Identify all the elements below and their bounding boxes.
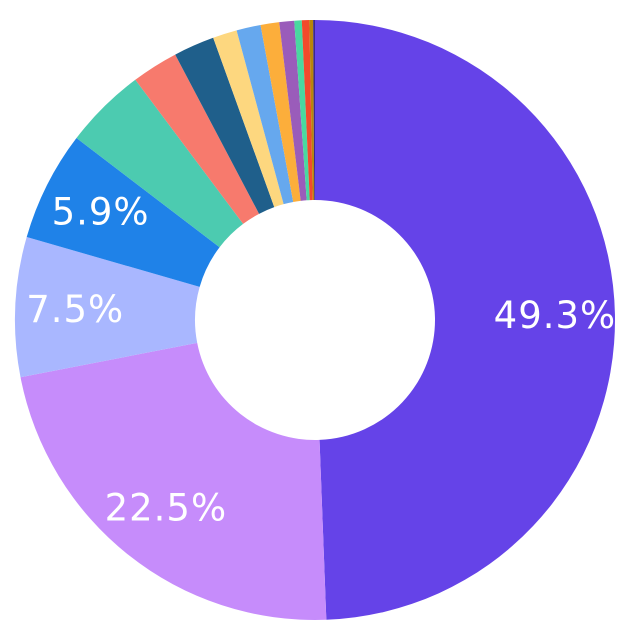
donut-slice-15 <box>313 20 315 201</box>
donut-slices <box>14 20 616 621</box>
donut-slice-9 <box>236 24 294 205</box>
donut-slice-14 <box>309 20 315 201</box>
slice-2-data-label: 22.5% <box>105 487 228 530</box>
donut-slice-8 <box>213 30 284 208</box>
donut-slice-2 <box>20 342 327 621</box>
slice-3-data-label: 7.5% <box>26 288 124 331</box>
donut-slice-5 <box>76 79 244 248</box>
donut-slice-3 <box>14 237 200 378</box>
donut-slice-13 <box>301 20 313 201</box>
donut-slice-11 <box>279 20 307 201</box>
donut-slice-12 <box>294 20 310 201</box>
donut-slice-4 <box>26 138 220 287</box>
slice-4-data-label: 5.9% <box>52 191 150 234</box>
donut-slice-1 <box>315 20 616 620</box>
donut-slice-7 <box>175 37 275 214</box>
slice-1-data-label: 49.3% <box>494 294 617 337</box>
donut-data-labels: 49.3% 22.5% 7.5% 5.9% <box>26 191 617 530</box>
donut-slice-6 <box>135 54 260 224</box>
donut-slice-10 <box>260 22 301 202</box>
